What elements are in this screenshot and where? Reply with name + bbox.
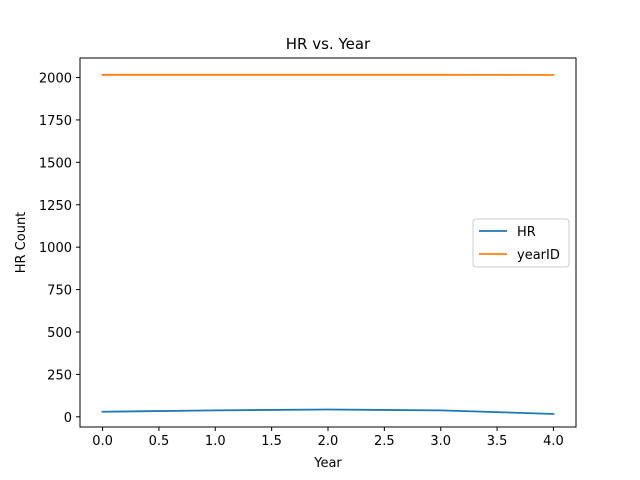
x-tick-label: 0.5 [149,434,170,449]
legend-label-hr: HR [517,225,536,240]
y-tick-label: 250 [47,368,72,383]
y-tick-label: 2000 [39,72,72,87]
y-tick-label: 1500 [39,156,72,171]
legend: HR yearID [472,218,570,268]
y-tick-label: 750 [47,284,72,299]
y-axis-title: HR Count [14,212,29,274]
x-tick-label: 2.5 [374,434,395,449]
y-tick-label: 1750 [39,114,72,129]
y-tick-label: 0 [64,411,72,426]
x-tick-label: 4.0 [543,434,564,449]
legend-label-yearid: yearID [517,248,560,263]
x-tick-label: 1.0 [205,434,226,449]
x-tick-label: 2.0 [318,434,339,449]
x-tick-label: 1.5 [261,434,282,449]
x-tick-label: 0.0 [92,434,113,449]
chart-title: HR vs. Year [286,35,371,53]
series-line-hr [101,408,555,415]
series-layer [101,73,555,415]
y-tick-label: 1000 [39,241,72,256]
y-axis-ticks: 0 250 500 750 1000 1250 1500 1750 2000 [39,72,80,426]
x-tick-label: 3.5 [487,434,508,449]
plot-frame [79,57,577,428]
x-axis-ticks: 0.0 0.5 1.0 1.5 2.0 2.5 3.0 3.5 4.0 [92,427,564,449]
x-axis-title: Year [313,456,342,471]
y-tick-label: 1250 [39,199,72,214]
y-tick-label: 500 [47,326,72,341]
x-tick-label: 3.0 [430,434,451,449]
